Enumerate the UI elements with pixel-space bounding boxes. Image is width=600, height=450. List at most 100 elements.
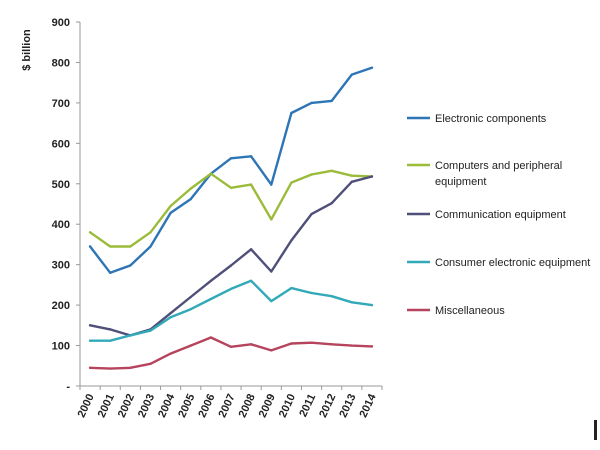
x-tick-label: 2000 (76, 392, 97, 419)
data-point (270, 218, 273, 221)
x-tick-label: 2002 (116, 392, 137, 419)
chart-series-lines (88, 66, 374, 370)
data-point (169, 211, 172, 215)
y-tick-label: 100 (52, 341, 70, 353)
data-point (88, 366, 92, 369)
data-point (330, 99, 333, 103)
data-point (290, 286, 293, 290)
y-tick-label: 900 (52, 17, 70, 29)
data-point (330, 343, 333, 346)
data-point (350, 180, 353, 183)
data-point (310, 341, 313, 344)
legend-label: Consumer electronic equipment (435, 257, 590, 269)
data-point (129, 334, 132, 337)
data-point (270, 270, 273, 273)
legend-label: Miscellaneous (435, 305, 505, 317)
data-point (149, 329, 152, 332)
legend-label: Communication equipment (435, 209, 566, 221)
data-point (169, 204, 172, 208)
y-tick-label: - (66, 381, 70, 393)
y-tick-label: 200 (52, 300, 70, 312)
y-tick-label: 600 (52, 138, 70, 150)
y-tick-label: 400 (52, 219, 70, 231)
data-point (209, 336, 213, 339)
data-point (129, 366, 132, 369)
data-point (350, 301, 353, 304)
data-point (88, 245, 92, 248)
data-point (229, 186, 233, 190)
data-point (290, 111, 293, 115)
data-point (249, 155, 253, 158)
legend-label: Electronic components (435, 113, 547, 125)
data-point (330, 201, 333, 205)
data-point (270, 349, 273, 352)
series-line-3 (88, 175, 374, 337)
x-tick-label: 2001 (96, 392, 117, 419)
data-point (129, 264, 132, 267)
x-tick-label: 2007 (216, 392, 237, 419)
data-point (249, 279, 253, 283)
data-point (149, 231, 152, 234)
data-point (229, 264, 233, 267)
data-point (189, 187, 192, 190)
y-axis-label: $ billion (21, 29, 33, 71)
x-tick-label: 2004 (156, 391, 178, 419)
x-tick-label: 2005 (176, 392, 197, 419)
data-point (310, 173, 313, 176)
data-point (370, 175, 374, 178)
edge-mark (594, 420, 597, 440)
x-tick-label: 2011 (297, 392, 318, 419)
data-point (270, 183, 273, 186)
data-point (350, 344, 353, 347)
data-point (189, 295, 192, 299)
y-tick-label: 800 (52, 57, 70, 69)
legend-label: Computers and peripheral (435, 160, 562, 172)
data-point (370, 303, 374, 307)
data-point (370, 345, 374, 348)
y-tick-label: 500 (52, 179, 70, 191)
data-point (88, 231, 92, 234)
chart-legend: Electronic components Computers and perip… (407, 113, 590, 317)
data-point (209, 279, 213, 283)
data-point (88, 324, 92, 327)
x-tick-label: 2003 (136, 392, 157, 419)
data-point (169, 312, 172, 315)
x-tick-label: 2010 (277, 392, 298, 419)
x-tick-label: 2008 (237, 392, 258, 419)
legend-label: equipment (435, 176, 486, 188)
data-point (290, 342, 293, 345)
x-tick-label: 2006 (196, 392, 217, 419)
data-point (149, 362, 152, 365)
data-point (350, 73, 353, 76)
x-tick-label: 2009 (257, 392, 278, 419)
data-point (330, 295, 333, 298)
data-point (169, 352, 172, 355)
chart-axes: - 100 200 300 400 500 600 700 800 900 $ billion 200… (21, 17, 383, 419)
data-point (189, 197, 192, 201)
data-point (290, 181, 293, 184)
data-point (229, 287, 233, 291)
data-point (189, 307, 192, 311)
data-point (229, 345, 233, 348)
data-point (310, 212, 313, 216)
data-point (229, 157, 233, 160)
data-point (370, 66, 374, 69)
data-point (290, 239, 293, 242)
data-point (310, 101, 313, 105)
data-point (109, 271, 112, 274)
y-tick-label: 300 (52, 260, 70, 272)
data-point (350, 174, 353, 177)
data-point (109, 367, 112, 370)
data-point (109, 245, 112, 248)
data-point (109, 328, 112, 331)
y-tick-label: 700 (52, 98, 70, 110)
data-point (270, 299, 273, 303)
data-point (189, 344, 192, 347)
data-point (109, 339, 112, 342)
x-tick-label: 2012 (317, 392, 338, 419)
data-point (169, 316, 172, 319)
data-point (88, 339, 92, 342)
data-point (310, 291, 313, 295)
x-tick-label: 2014 (357, 391, 379, 419)
